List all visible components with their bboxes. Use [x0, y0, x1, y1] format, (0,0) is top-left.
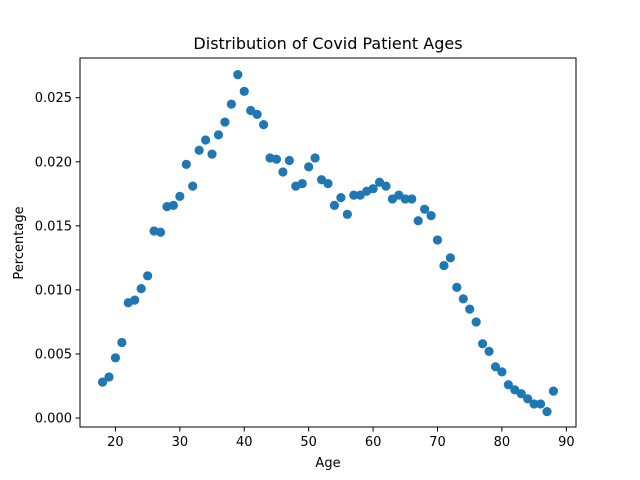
data-point: [535, 399, 546, 409]
chart-title: Distribution of Covid Patient Ages: [193, 34, 462, 53]
data-point: [181, 159, 191, 169]
data-point: [97, 377, 108, 387]
data-point: [477, 339, 488, 349]
x-tick-label: 40: [236, 435, 253, 450]
data-point: [516, 389, 526, 399]
x-tick-label: 20: [107, 435, 124, 450]
data-point: [529, 399, 539, 409]
data-point: [188, 181, 198, 191]
y-tick-label: 0.020: [35, 155, 72, 170]
data-point: [484, 346, 494, 357]
y-tick-label: 0.015: [35, 219, 72, 234]
x-tick-label: 50: [300, 435, 317, 450]
data-point: [336, 193, 346, 203]
data-point: [271, 154, 282, 164]
y-axis-label: Percentage: [12, 206, 27, 279]
data-point: [407, 194, 417, 204]
x-axis-label: Age: [315, 456, 340, 471]
data-point: [226, 99, 236, 109]
data-point: [175, 191, 185, 201]
data-point: [155, 227, 166, 237]
data-point: [213, 130, 224, 140]
data-point: [342, 209, 352, 219]
plot-frame: [79, 57, 577, 428]
data-point: [452, 282, 462, 292]
data-point: [194, 145, 204, 155]
data-point: [381, 181, 391, 191]
data-point: [542, 407, 552, 417]
data-point: [400, 194, 410, 204]
data-point: [168, 200, 179, 210]
data-point: [207, 149, 217, 159]
data-point: [490, 362, 501, 372]
x-tick-label: 80: [494, 435, 511, 450]
data-points: [97, 70, 559, 417]
data-point: [471, 317, 481, 327]
data-point: [297, 178, 307, 189]
data-point: [523, 394, 533, 404]
x-tick-label: 60: [365, 435, 382, 450]
data-point: [304, 162, 314, 172]
data-point: [278, 167, 288, 177]
data-point: [136, 284, 146, 294]
data-point: [465, 304, 475, 314]
data-point: [220, 117, 230, 127]
data-point: [458, 294, 468, 304]
data-point: [432, 235, 443, 245]
data-point: [439, 260, 449, 271]
data-point: [413, 216, 423, 226]
data-point: [420, 204, 430, 214]
y-axis: 0.000 0.005 0.010 0.015 0.020 0.025: [35, 91, 80, 427]
data-point: [143, 271, 153, 281]
data-point: [258, 120, 269, 130]
data-point: [252, 109, 262, 119]
data-point: [284, 155, 294, 166]
data-point: [349, 190, 359, 200]
data-point: [323, 178, 333, 189]
x-tick-label: 70: [429, 435, 446, 450]
x-tick-label: 30: [172, 435, 189, 450]
y-tick-label: 0.025: [35, 91, 72, 106]
x-tick-label: 90: [558, 435, 575, 450]
data-point: [201, 135, 211, 145]
data-point: [503, 380, 513, 390]
data-point: [497, 367, 507, 377]
data-point: [368, 184, 378, 194]
data-point: [110, 353, 121, 363]
data-point: [310, 153, 320, 163]
y-tick-label: 0.000: [35, 412, 72, 427]
data-point: [445, 253, 455, 263]
data-point: [239, 86, 249, 96]
data-point: [426, 210, 436, 221]
y-tick-label: 0.010: [35, 283, 72, 298]
data-point: [130, 295, 140, 305]
data-point: [104, 372, 114, 382]
data-point: [233, 70, 243, 80]
y-tick-label: 0.005: [35, 347, 72, 362]
data-point: [117, 337, 127, 348]
data-point: [329, 200, 340, 210]
data-point: [548, 386, 559, 396]
x-axis: 20 30 40 50 60 70 80 90: [107, 427, 575, 450]
